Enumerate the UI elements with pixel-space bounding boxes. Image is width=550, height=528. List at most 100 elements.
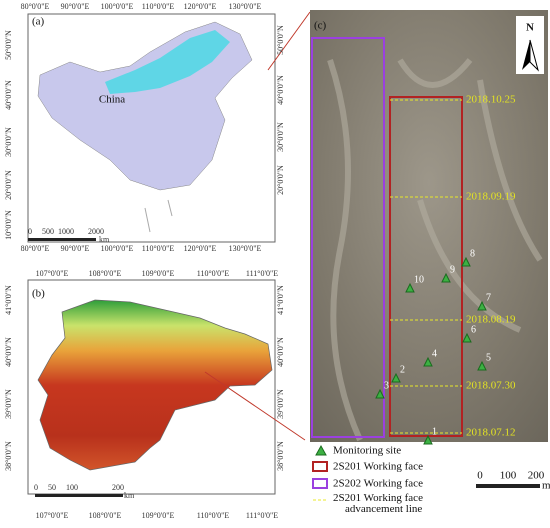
panel-label: (b) (32, 288, 45, 300)
scale-label: 200 (528, 470, 545, 482)
legend-area (310, 442, 548, 523)
lon-label: 120°0'0"E (184, 244, 217, 253)
monitoring-site (405, 282, 415, 293)
site-label: 4 (432, 348, 437, 359)
monitoring-site (441, 272, 451, 283)
lon-label: 110°0'0"E (197, 269, 230, 278)
country-label: China (99, 94, 125, 106)
lon-label: 80°0'0"E (21, 2, 50, 11)
terrain (327, 58, 543, 442)
lat-label: 50°0'0"N (4, 30, 13, 60)
site-label: 8 (470, 248, 475, 259)
lon-label: 110°0'0"E (142, 244, 175, 253)
legend-label: 2S202 Working face (333, 478, 423, 490)
site-label: 10 (414, 274, 424, 285)
scale-bar-a (28, 238, 96, 241)
lat-label: 30°0'0"N (276, 122, 285, 152)
lon-label: 108°0'0"E (89, 511, 122, 520)
site-label: 1 (432, 426, 437, 437)
scale-label: 500 (42, 227, 54, 236)
north-label: N (526, 22, 534, 34)
scale-label: 50 (48, 483, 56, 492)
lat-label: 30°0'0"N (4, 127, 13, 157)
monitoring-site (477, 300, 487, 311)
legend-label: Monitoring site (333, 445, 401, 457)
lat-label: 40°0'0"N (276, 337, 285, 367)
lat-label: 41°0'0"N (276, 285, 285, 315)
lon-label: 110°0'0"E (197, 511, 230, 520)
legend-site-icon (315, 444, 327, 456)
lon-label: 110°0'0"E (142, 2, 175, 11)
monitoring-site (391, 372, 401, 383)
lon-label: 80°0'0"E (21, 244, 50, 253)
dem-region (37, 299, 273, 471)
inner-mongolia (105, 30, 230, 94)
monitoring-site (477, 360, 487, 371)
lat-label: 40°0'0"N (4, 337, 13, 367)
date-label: 2018.07.12 (466, 427, 516, 439)
lat-label: 39°0'0"N (276, 389, 285, 419)
lon-label: 111°0'0"E (246, 269, 278, 278)
date-label: 2018.08.19 (466, 314, 516, 326)
lon-label: 109°0'0"E (142, 511, 175, 520)
north-arrow (522, 40, 530, 70)
scale-label: 0 (34, 483, 38, 492)
lon-label: 120°0'0"E (184, 2, 217, 11)
legend-purple-icon (312, 478, 328, 489)
scale-label: 0 (477, 470, 483, 482)
panel-label: (a) (32, 16, 45, 28)
scale-label: 200 (112, 483, 124, 492)
lat-label: 40°0'0"N (276, 75, 285, 105)
date-label: 2018.07.30 (466, 380, 516, 392)
scale-label: 0 (28, 227, 32, 236)
connector (204, 11, 311, 441)
date-label: 2018.09.19 (466, 191, 516, 203)
lon-label: 108°0'0"E (89, 269, 122, 278)
islands (144, 199, 173, 233)
scale-bar-b (35, 494, 123, 497)
lat-label: 38°0'0"N (4, 441, 13, 471)
lon-label: 90°0'0"E (61, 2, 90, 11)
lon-label: 100°0'0"E (101, 244, 134, 253)
lat-label: 40°0'0"N (4, 80, 13, 110)
monitoring-site (423, 356, 433, 367)
monitoring-site (461, 256, 471, 267)
lat-label: 20°0'0"N (4, 170, 13, 200)
lat-label: 50°0'0"N (276, 25, 285, 55)
scale-unit: km (124, 491, 135, 500)
scale-bar-c (476, 484, 540, 488)
scale-unit: m (542, 480, 550, 492)
monitoring-site (375, 388, 385, 399)
site-label: 2 (400, 364, 405, 375)
lon-label: 111°0'0"E (246, 511, 278, 520)
lat-label: 41°0'0"N (4, 285, 13, 315)
panel-label: (c) (314, 20, 327, 32)
north-arrow (529, 39, 539, 72)
scale-label: 2000 (88, 227, 104, 236)
lon-label: 130°0'0"E (229, 2, 262, 11)
lon-label: 107°0'0"E (36, 511, 69, 520)
scale-label: 100 (66, 483, 78, 492)
lat-label: 10°0'0"N (4, 210, 13, 240)
lon-label: 90°0'0"E (61, 244, 90, 253)
lon-label: 107°0'0"E (36, 269, 69, 278)
legend-label: 2S201 Working face (333, 461, 423, 473)
lat-label: 39°0'0"N (4, 389, 13, 419)
scale-label: 1000 (58, 227, 74, 236)
legend-label: 2S201 Working face advancement line (333, 492, 423, 515)
lon-label: 109°0'0"E (142, 269, 175, 278)
monitoring-site (462, 332, 472, 343)
site-label: 5 (486, 352, 491, 363)
lat-label: 20°0'0"N (276, 165, 285, 195)
lon-label: 100°0'0"E (101, 2, 134, 11)
scale-label: 100 (500, 470, 517, 482)
monitoring-site (423, 434, 433, 445)
site-label: 6 (471, 324, 476, 335)
site-label: 7 (486, 292, 491, 303)
lon-label: 130°0'0"E (229, 244, 262, 253)
scale-unit: km (99, 235, 110, 244)
legend-red-icon (312, 461, 328, 472)
face-2s202 (311, 37, 385, 438)
site-label: 9 (450, 264, 455, 275)
